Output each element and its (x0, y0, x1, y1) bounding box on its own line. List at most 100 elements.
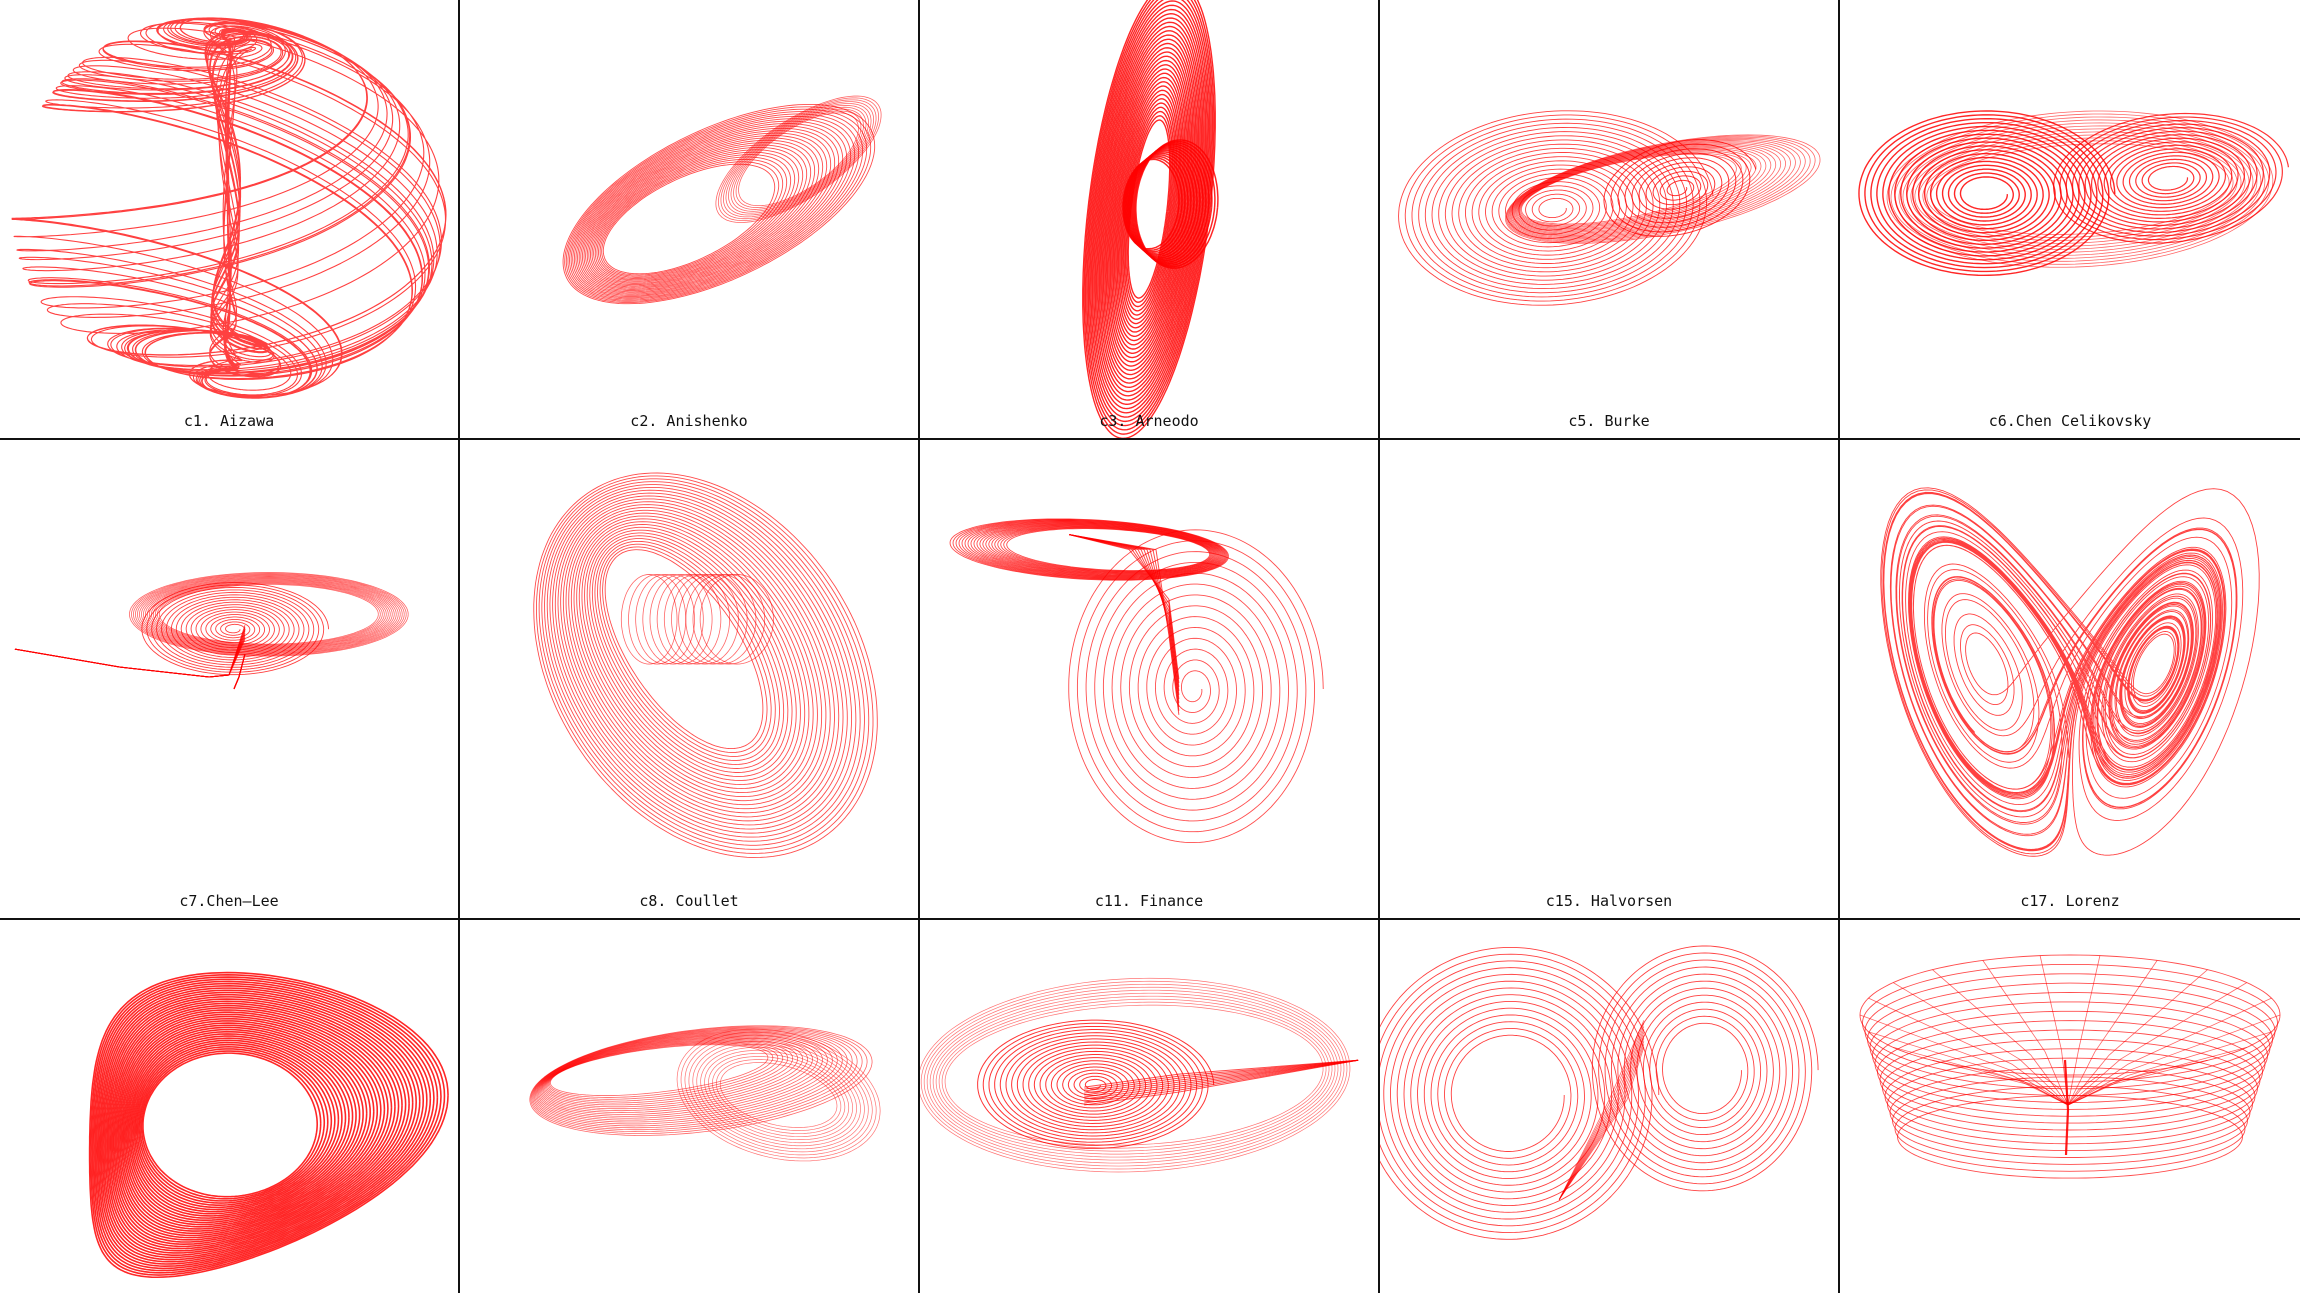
trajectory-line (529, 1025, 873, 1136)
trajectory-line (1516, 148, 1762, 231)
trajectory-line (144, 578, 393, 651)
trajectory-line (1084, 1059, 1359, 1092)
trajectory-line (591, 146, 804, 283)
trajectory-line (1123, 157, 1183, 252)
trajectory-line (139, 1048, 326, 1202)
trajectory-line (131, 572, 407, 656)
trajectory-line (628, 574, 687, 665)
trajectory-line (562, 103, 876, 305)
trajectory-line (136, 1043, 333, 1206)
trajectory-line (544, 1039, 799, 1108)
trajectory-line (1109, 64, 1189, 354)
trajectory-line (1910, 128, 2250, 250)
trajectory-line (1506, 136, 1811, 242)
trajectory-line (1509, 140, 1796, 239)
trajectory-line (100, 989, 421, 1261)
trajectory-line (570, 512, 818, 802)
panel-arneodo: c3. Arneodo (920, 0, 1380, 440)
anishenko-attractor-plot (562, 95, 882, 305)
trajectory-line (538, 478, 870, 850)
trajectory-line (564, 106, 872, 303)
trajectory-line (130, 1035, 347, 1215)
trajectory-line (127, 1030, 354, 1219)
trajectory-line (1558, 1035, 1645, 1200)
trajectory-line (1932, 1059, 2069, 1106)
trajectory-line (692, 1040, 865, 1150)
trajectory-line (581, 524, 801, 785)
trajectory-line (728, 105, 869, 214)
trajectory-line (557, 498, 840, 822)
trajectory-line (920, 980, 1348, 1170)
trajectory-line (132, 1037, 343, 1213)
trajectory-line (1132, 143, 1210, 265)
trajectory-line (1513, 144, 1777, 234)
trajectory-line (941, 1001, 1327, 1149)
panel-caption: c1. Aizawa (183, 412, 275, 430)
trajectory-line (154, 582, 383, 647)
trajectory-line (1115, 81, 1183, 337)
trajectory-line (2067, 1074, 2101, 1106)
trajectory-line (1894, 1085, 2246, 1172)
trajectory-line (1558, 1041, 1645, 1200)
trajectory-line (620, 574, 678, 665)
trajectory-line (2039, 1074, 2069, 1106)
panel-15 (1840, 920, 2300, 1293)
trajectory-line (1914, 131, 2246, 247)
trajectory-line (649, 574, 713, 665)
trajectory-line (1084, 1059, 1359, 1088)
trajectory-line (129, 1033, 350, 1217)
trajectory-line (932, 992, 1336, 1158)
trajectory-line (1108, 59, 1190, 359)
trajectory-line (1116, 85, 1182, 333)
trajectory-line (1884, 1048, 2256, 1145)
trajectory-line (926, 986, 1342, 1164)
panel-caption: c6.Chen Celikovsky (1988, 412, 2152, 430)
trajectory-line (1135, 139, 1219, 269)
aizawa-attractor-plot (11, 17, 447, 399)
trajectory-line (923, 983, 1345, 1167)
trajectory-line (712, 1056, 846, 1134)
finance-attractor-plot (949, 518, 1324, 844)
trajectory-line (663, 574, 731, 665)
trajectory-line (106, 998, 407, 1252)
trajectory-line (1084, 1059, 1359, 1090)
trajectory-line (1514, 145, 1772, 233)
trajectory-line (1126, 152, 1192, 256)
trajectory-line (537, 1032, 833, 1121)
trajectory-line (1517, 149, 1757, 229)
trajectory-line (588, 142, 812, 286)
trajectory-line (656, 574, 722, 665)
trajectory-line (554, 495, 844, 826)
trajectory-line (1111, 68, 1187, 350)
trajectory-line (1872, 1001, 2268, 1110)
trajectory-line (116, 1013, 382, 1237)
attractor-plot-15 (1859, 954, 2281, 1179)
trajectory-line (1398, 110, 1714, 306)
trajectory-line (1892, 1076, 2248, 1165)
trajectory-line (113, 1009, 389, 1241)
trajectory-line (124, 1026, 361, 1224)
panel-anishenko: c2. Anishenko (460, 0, 920, 440)
trajectory-line (120, 1020, 371, 1230)
trajectory-line (578, 521, 806, 789)
trajectory-line (1088, 0, 1210, 418)
burke-attractor-plot (1398, 110, 1821, 306)
trajectory-line (532, 1028, 858, 1131)
trajectory-line (1886, 110, 2274, 268)
trajectory-line (1380, 946, 1660, 1240)
attractor-plot-14 (1380, 945, 1819, 1240)
trajectory-line (1090, 4, 1208, 414)
trajectory-line (1095, 21, 1203, 397)
trajectory-line (1093, 13, 1205, 406)
trajectory-line (1518, 150, 1752, 228)
panel-13 (920, 920, 1380, 1293)
trajectory-line (570, 115, 856, 299)
trajectory-line (134, 1041, 336, 1209)
trajectory-line (1101, 38, 1197, 380)
trajectory-line (133, 1039, 340, 1211)
trajectory-line (543, 1038, 804, 1110)
trajectory-line (1134, 140, 1216, 268)
panel-caption: c3. Arneodo (1099, 412, 1199, 430)
trajectory-line (597, 540, 776, 761)
trajectory-line (1084, 1059, 1359, 1096)
